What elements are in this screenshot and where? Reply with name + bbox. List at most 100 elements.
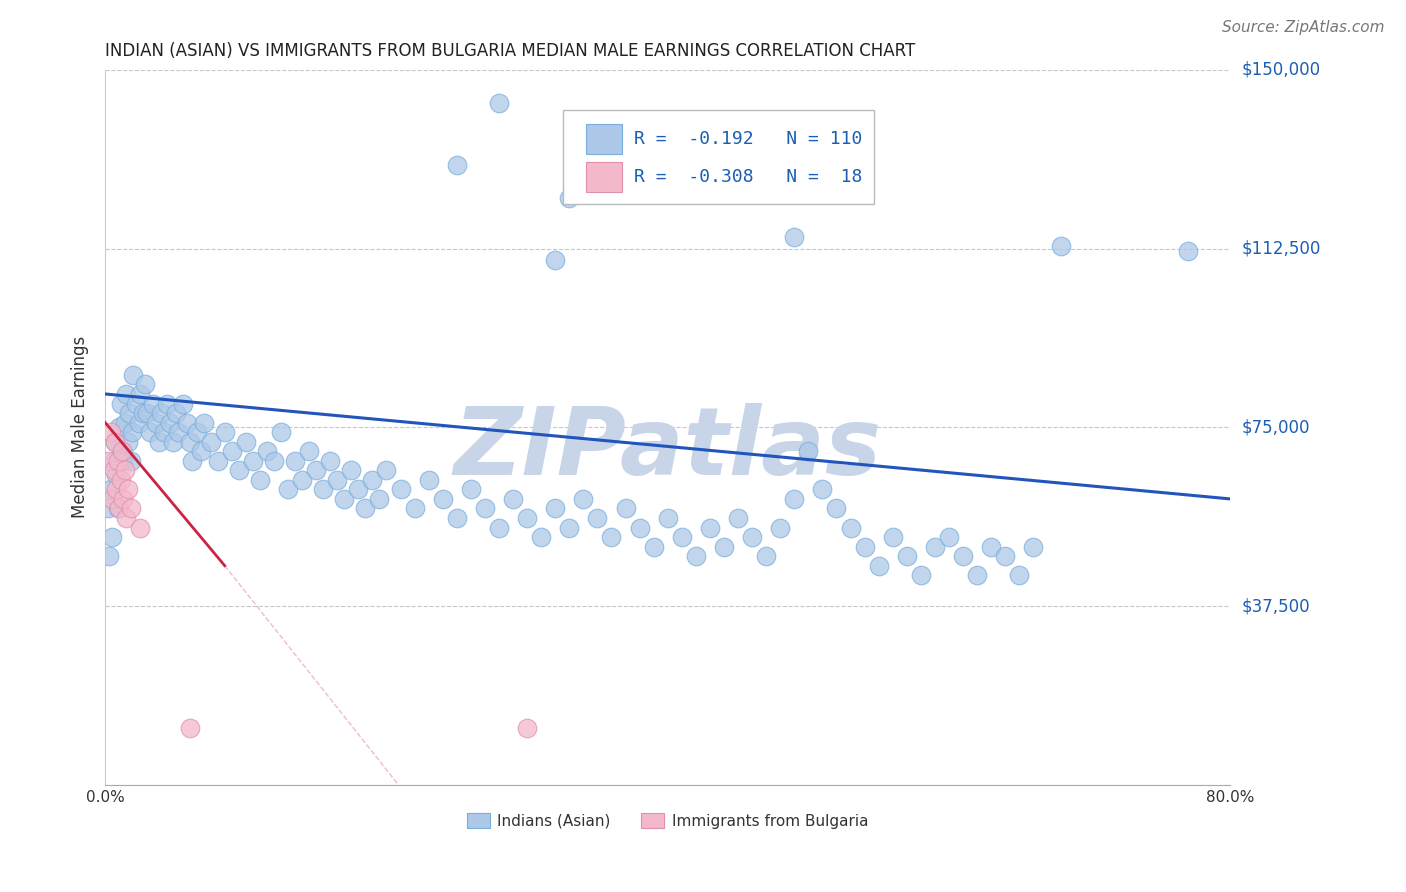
Point: [319, 454, 342, 468]
Point: [291, 473, 314, 487]
Point: [284, 454, 307, 468]
Text: R =  -0.308   N =  18: R = -0.308 N = 18: [634, 168, 862, 186]
Point: [741, 530, 763, 544]
Point: [1022, 540, 1045, 554]
Point: [628, 520, 651, 534]
Point: [460, 483, 482, 497]
Point: [97, 501, 120, 516]
Point: [108, 420, 131, 434]
Point: [446, 158, 468, 172]
Point: [811, 483, 834, 497]
Point: [181, 454, 204, 468]
Point: [179, 434, 201, 449]
Point: [298, 444, 321, 458]
Legend: Indians (Asian), Immigrants from Bulgaria: Indians (Asian), Immigrants from Bulgari…: [461, 806, 875, 835]
Point: [112, 491, 135, 506]
Point: [172, 396, 194, 410]
Point: [134, 377, 156, 392]
Point: [115, 387, 138, 401]
Point: [110, 396, 132, 410]
Point: [120, 501, 142, 516]
Point: [156, 396, 179, 410]
Point: [105, 468, 128, 483]
Point: [108, 501, 131, 516]
Point: [418, 473, 440, 487]
Point: [868, 558, 890, 573]
Point: [488, 96, 510, 111]
Point: [107, 501, 129, 516]
Point: [713, 540, 735, 554]
Point: [755, 549, 778, 563]
Point: [104, 434, 127, 449]
Point: [101, 491, 124, 506]
Point: [375, 463, 398, 477]
Point: [120, 454, 142, 468]
Point: [214, 425, 236, 439]
Point: [142, 396, 165, 410]
Point: [839, 520, 862, 534]
Point: [333, 491, 356, 506]
FancyBboxPatch shape: [585, 124, 621, 154]
Point: [117, 483, 139, 497]
Point: [100, 483, 122, 497]
Point: [910, 568, 932, 582]
Point: [117, 434, 139, 449]
Point: [256, 444, 278, 458]
Point: [938, 530, 960, 544]
Point: [952, 549, 974, 563]
Point: [242, 454, 264, 468]
Point: [132, 406, 155, 420]
Point: [1177, 244, 1199, 258]
Point: [361, 473, 384, 487]
Point: [200, 434, 222, 449]
Text: ZIPatlas: ZIPatlas: [454, 403, 882, 495]
Point: [727, 511, 749, 525]
Point: [347, 483, 370, 497]
Point: [115, 511, 138, 525]
Point: [516, 721, 538, 735]
Point: [685, 549, 707, 563]
Point: [312, 483, 335, 497]
Text: $112,500: $112,500: [1241, 240, 1320, 258]
Point: [249, 473, 271, 487]
Point: [101, 530, 124, 544]
Point: [167, 425, 190, 439]
Point: [326, 473, 349, 487]
Point: [488, 520, 510, 534]
Point: [699, 520, 721, 534]
Point: [221, 444, 243, 458]
FancyBboxPatch shape: [585, 162, 621, 192]
Point: [121, 425, 143, 439]
Text: R =  -0.192   N = 110: R = -0.192 N = 110: [634, 130, 862, 148]
Text: $150,000: $150,000: [1241, 61, 1320, 78]
Point: [1050, 239, 1073, 253]
Point: [354, 501, 377, 516]
Point: [614, 501, 637, 516]
Point: [104, 434, 127, 449]
Point: [114, 416, 136, 430]
Point: [340, 463, 363, 477]
Point: [179, 721, 201, 735]
Point: [228, 463, 250, 477]
Point: [97, 454, 120, 468]
Point: [111, 444, 134, 458]
Point: [572, 491, 595, 506]
Point: [153, 425, 176, 439]
Point: [404, 501, 426, 516]
Point: [671, 530, 693, 544]
Point: [368, 491, 391, 506]
Point: [389, 483, 412, 497]
Point: [305, 463, 328, 477]
Point: [769, 520, 792, 534]
Point: [277, 483, 299, 497]
Point: [148, 434, 170, 449]
Point: [446, 511, 468, 525]
Point: [783, 491, 806, 506]
Point: [162, 434, 184, 449]
Point: [129, 520, 152, 534]
Point: [122, 368, 145, 382]
Point: [111, 444, 134, 458]
Point: [270, 425, 292, 439]
Point: [882, 530, 904, 544]
Text: $75,000: $75,000: [1241, 418, 1310, 436]
